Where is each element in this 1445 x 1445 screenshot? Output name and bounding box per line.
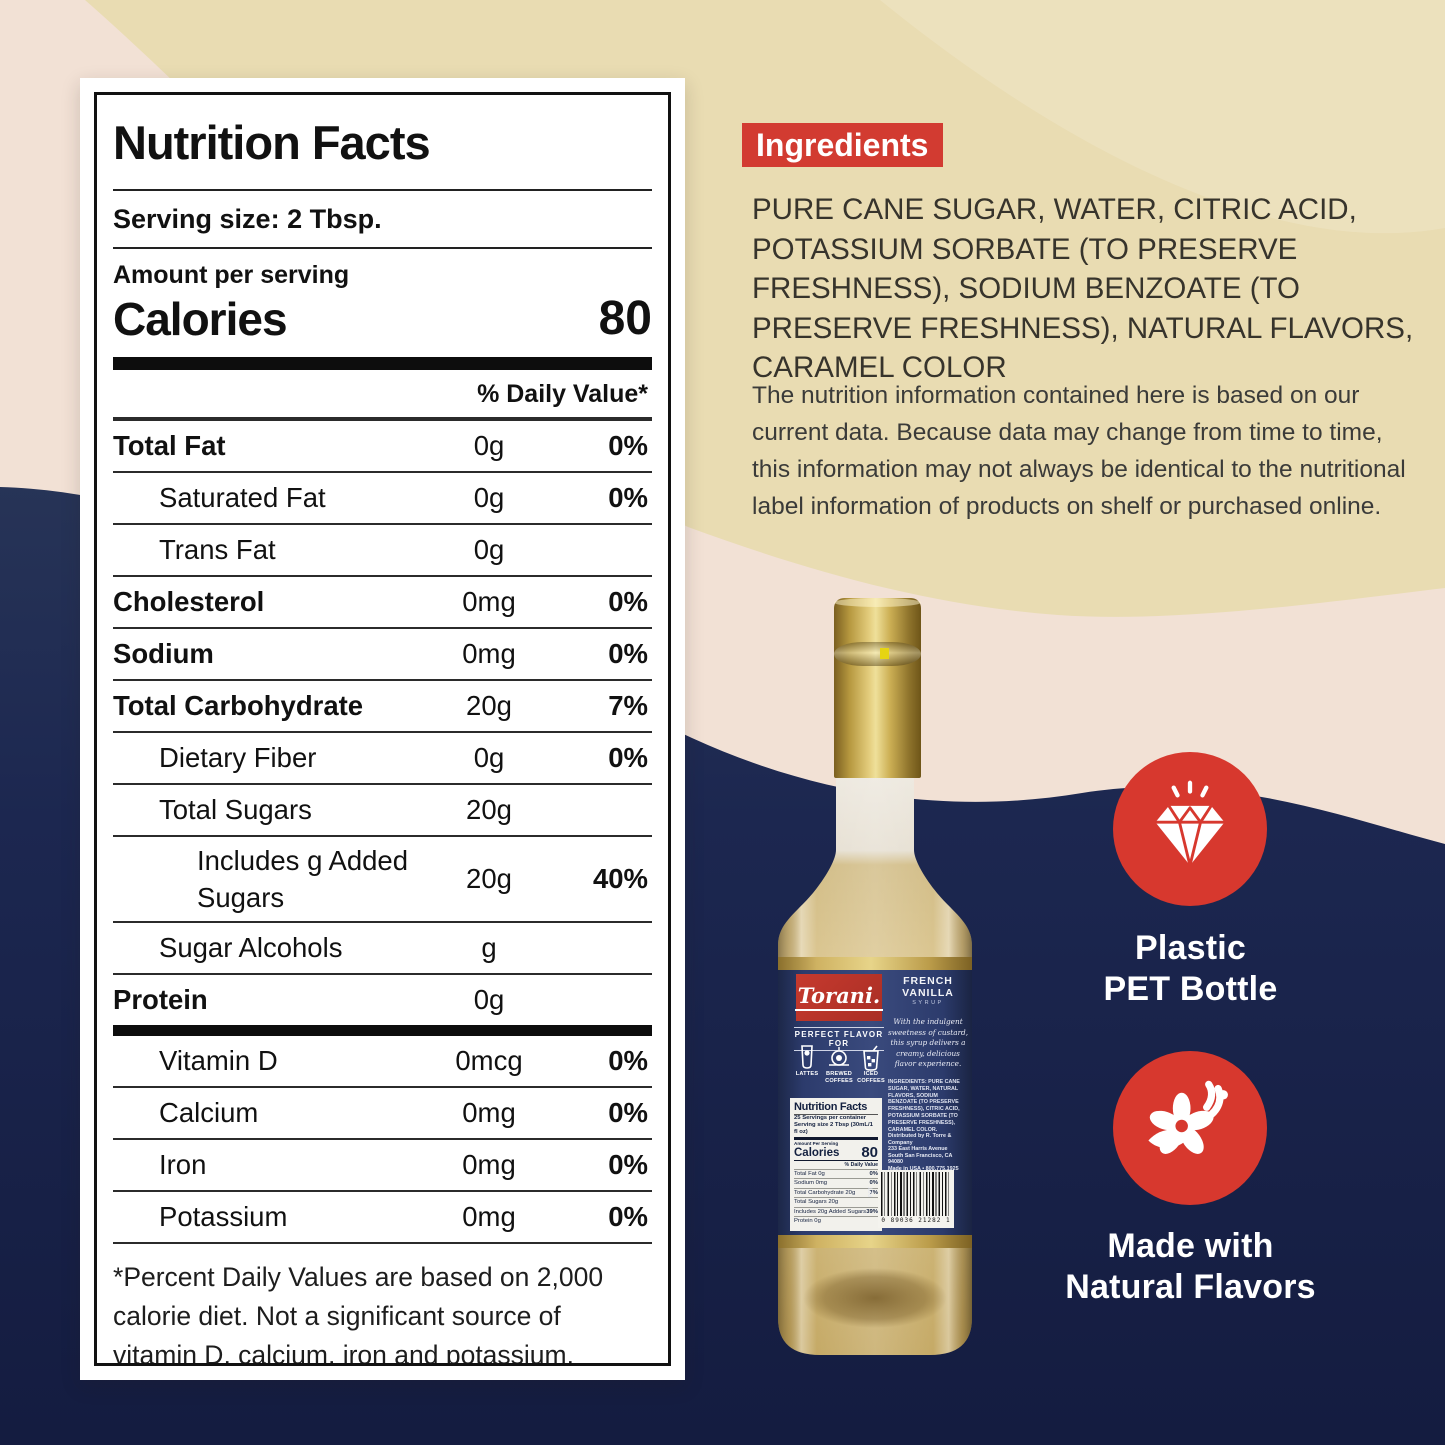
nutrition-facts-border: Nutrition Facts Serving size: 2 Tbsp. Am… [94, 92, 671, 1366]
table-row: Total Fat 0g 0% [113, 419, 652, 471]
ingredients-heading: Ingredients [742, 123, 943, 167]
plastic-pet-label: Plastic PET Bottle [1103, 929, 1278, 1008]
divider-thin [113, 1242, 652, 1244]
table-row: Saturated Fat 0g 0% [113, 471, 652, 523]
label-ingredients: INGREDIENTS: PURE CANE SUGAR, WATER, NAT… [888, 1079, 960, 1133]
daily-value-header: % Daily Value* [113, 370, 652, 419]
gold-foil-cap [834, 598, 921, 778]
barcode-bars [881, 1172, 951, 1216]
barcode: 0 89036 21282 1 [878, 1170, 954, 1228]
calories-label: Calories [113, 293, 288, 345]
tamper-dot [880, 648, 889, 659]
divider-thick [113, 1025, 652, 1036]
torani-logo: Torani. [794, 974, 884, 1021]
iced-cup-icon [856, 1045, 886, 1071]
flavor-name: FRENCH VANILLA SYRUP [902, 975, 954, 1006]
use-lattes: LATTES [792, 1045, 822, 1084]
pet-material-code: PET [868, 1186, 875, 1198]
ingredients-list: PURE CANE SUGAR, WATER, CITRIC ACID, POT… [752, 193, 1414, 384]
table-row: Calcium 0mg 0% [113, 1086, 652, 1138]
use-iced-coffees: ICED COFFEES [856, 1045, 886, 1084]
divider-thick [113, 357, 652, 370]
nutrition-facts-title: Nutrition Facts [113, 107, 652, 191]
plastic-pet-badge [1113, 752, 1267, 906]
daily-value-footnote: *Percent Daily Values are based on 2,000… [113, 1262, 604, 1366]
label-nutrition-facts: Nutrition Facts 25 Servings per containe… [790, 1098, 882, 1231]
nutrition-facts-card: Nutrition Facts Serving size: 2 Tbsp. Am… [80, 78, 685, 1380]
table-row: Iron 0mg 0% [113, 1138, 652, 1190]
calories-row: Calories 80 [113, 291, 652, 357]
table-row: Vitamin D 0mcg 0% [159, 1045, 648, 1076]
latte-icon [792, 1045, 822, 1071]
flavor-tagline: With the indulgent sweetness of custard,… [887, 1017, 969, 1068]
nutrition-disclaimer: The nutrition information contained here… [752, 382, 1406, 520]
coffee-cup-icon [824, 1045, 854, 1071]
table-row: Total Sugars 20g [113, 783, 652, 835]
label-gold-stripe [778, 1235, 972, 1248]
table-row: Sugar Alcohols g [113, 921, 652, 973]
use-brewed-coffees: BREWED COFFEES [824, 1045, 854, 1084]
label-gold-stripe [778, 957, 972, 970]
table-row: Sodium 0mg 0% [113, 627, 652, 679]
product-bottle-photo: Torani. PERFECT FLAVOR FOR LATTES BREWED… [778, 598, 972, 1358]
natural-flavors-badge [1113, 1051, 1267, 1205]
table-row: Protein 0g [113, 973, 652, 1025]
natural-flavors-label: Made with Natural Flavors [1065, 1227, 1316, 1306]
amount-per-serving: Amount per serving [113, 261, 350, 289]
serving-size: Serving size: 2 Tbsp. [113, 191, 652, 249]
table-row: Dietary Fiber 0g 0% [113, 731, 652, 783]
barcode-digits: 0 89036 21282 1 [881, 1217, 951, 1224]
calories-value: 80 [598, 292, 652, 345]
vanilla-flower-icon [1138, 1074, 1242, 1183]
table-row: Includes g Added Sugars 20g 40% [113, 835, 652, 921]
table-row: Potassium 0mg 0% [113, 1190, 652, 1242]
table-row: Trans Fat 0g [113, 523, 652, 575]
use-icons-row: LATTES BREWED COFFEES ICED COFFEES [792, 1045, 886, 1084]
table-row: Cholesterol 0mg 0% [113, 575, 652, 627]
diamond-icon [1142, 779, 1238, 880]
table-row: Total Carbohydrate 20g 7% [113, 679, 652, 731]
bottle-label: Torani. PERFECT FLAVOR FOR LATTES BREWED… [778, 957, 972, 1248]
